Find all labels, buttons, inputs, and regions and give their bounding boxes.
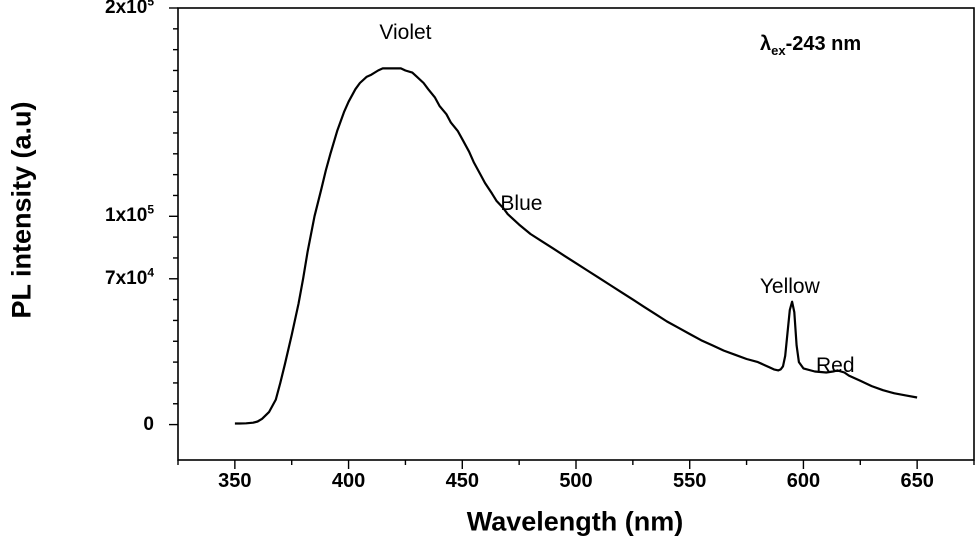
x-tick-label: 650 [900,470,934,492]
annotation-violet: Violet [379,20,432,44]
excitation-subscript: ex [771,43,786,58]
annotation-red: Red [816,354,855,378]
y-tick-mantissa: 7x10 [105,267,148,289]
pl-spectrum-line [234,67,918,425]
y-axis-label: PL intensity (a.u) [6,101,37,319]
axis-ticks [169,7,975,469]
y-tick-label: 2x105 [105,0,154,19]
y-tick-mantissa: 2x10 [105,0,148,18]
excitation-value: -243 nm [785,33,862,55]
y-tick-exponent: 4 [147,265,154,280]
x-tick-label: 350 [218,470,252,492]
y-tick-label: 1x105 [105,202,154,227]
y-tick-mantissa: 0 [143,413,154,435]
x-tick-label: 600 [786,470,821,492]
excitation-label: λex-243 nm [760,33,861,58]
y-tick-exponent: 5 [147,202,154,217]
x-axis-label: Wavelength (nm) [466,506,684,537]
x-tick-label: 550 [673,470,707,492]
y-tick-mantissa: 1x10 [105,205,148,227]
x-tick-label: 500 [559,470,593,492]
lambda-symbol: λ [760,33,772,55]
plot-frame [177,7,975,461]
x-tick-label: 400 [331,470,366,492]
annotation-yellow: Yellow [759,275,820,299]
x-tick-label: 450 [445,470,479,492]
y-tick-label: 0 [143,414,154,436]
y-tick-exponent: 5 [147,0,154,9]
annotation-blue: Blue [500,191,543,215]
y-tick-label: 7x104 [105,265,154,290]
